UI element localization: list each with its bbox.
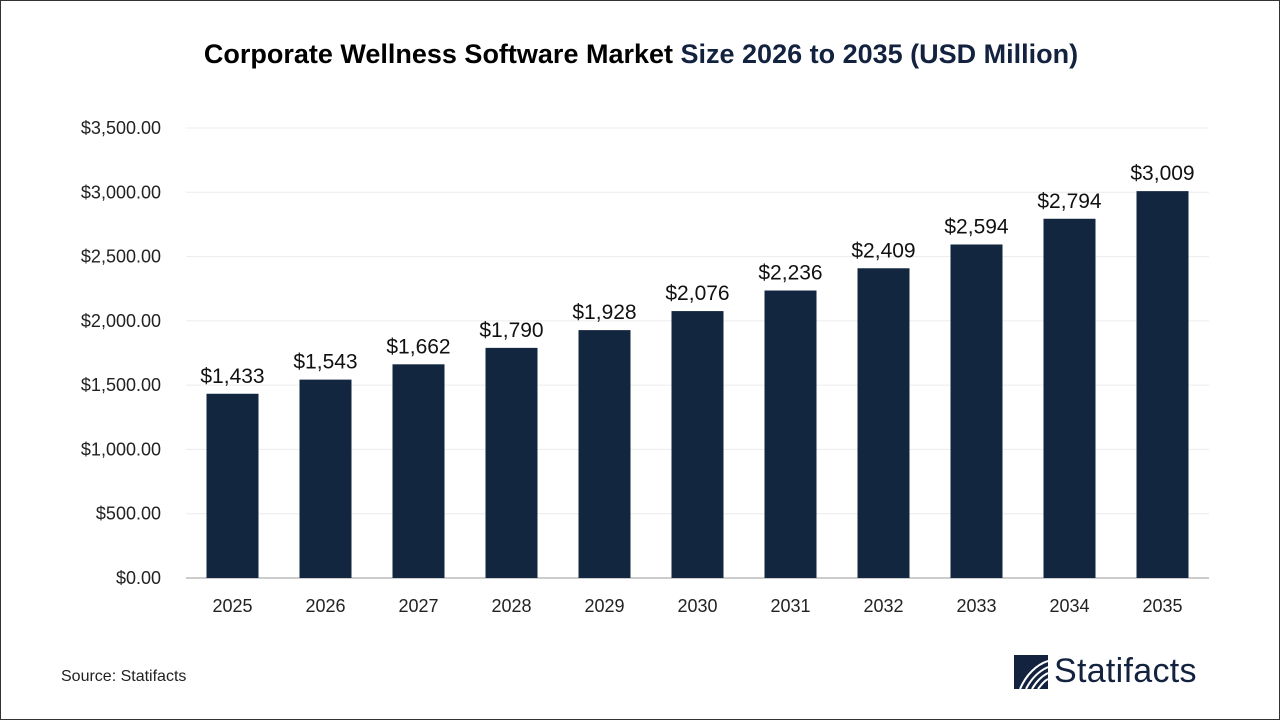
data-label: $1,928 [572,301,636,324]
data-label: $2,409 [851,239,915,262]
bar [206,393,259,578]
bar [1136,191,1189,578]
data-label: $2,076 [665,282,729,305]
data-label: $2,794 [1037,190,1102,213]
x-tick-label: 2034 [1049,596,1089,616]
x-tick-label: 2035 [1142,596,1182,616]
bar [857,268,910,578]
bar [950,244,1003,578]
bar [392,364,445,578]
y-tick-label: $1,500.00 [81,375,161,395]
data-label: $1,790 [479,319,543,342]
chart-title: Corporate Wellness Software Market Size … [1,39,1279,70]
data-label: $3,009 [1130,162,1194,185]
y-tick-label: $1,000.00 [81,439,161,459]
data-label: $1,433 [200,365,264,388]
y-tick-label: $3,500.00 [81,118,161,138]
x-tick-label: 2031 [770,596,810,616]
x-tick-label: 2032 [863,596,903,616]
y-tick-label: $500.00 [96,504,161,524]
y-tick-label: $2,500.00 [81,247,161,267]
statifacts-logo-icon [1014,654,1048,689]
data-label: $2,594 [944,215,1009,238]
x-tick-label: 2026 [305,596,345,616]
title-part1: Corporate Wellness Software Market [203,39,673,69]
y-tick-label: $3,000.00 [81,182,161,202]
y-tick-label: $2,000.00 [81,311,161,331]
x-tick-label: 2033 [956,596,996,616]
data-label: $2,236 [758,262,822,285]
x-tick-label: 2029 [584,596,624,616]
x-tick-label: 2025 [212,596,252,616]
data-label: $1,662 [386,335,450,358]
logo-text: Statifacts [1054,652,1197,690]
bar [671,311,724,578]
x-tick-label: 2027 [398,596,438,616]
y-tick-label: $0.00 [116,568,161,588]
x-tick-label: 2028 [491,596,531,616]
data-label: $1,543 [293,351,357,374]
statifacts-logo: Statifacts [1014,652,1197,691]
bar [578,330,631,578]
bar [764,290,817,578]
title-part2: Size 2026 to 2035 (USD Million) [680,39,1079,69]
bar [485,347,538,578]
x-tick-label: 2030 [677,596,717,616]
bar [299,379,352,578]
source-note: Source: Statifacts [61,668,187,685]
bar [1043,218,1096,578]
